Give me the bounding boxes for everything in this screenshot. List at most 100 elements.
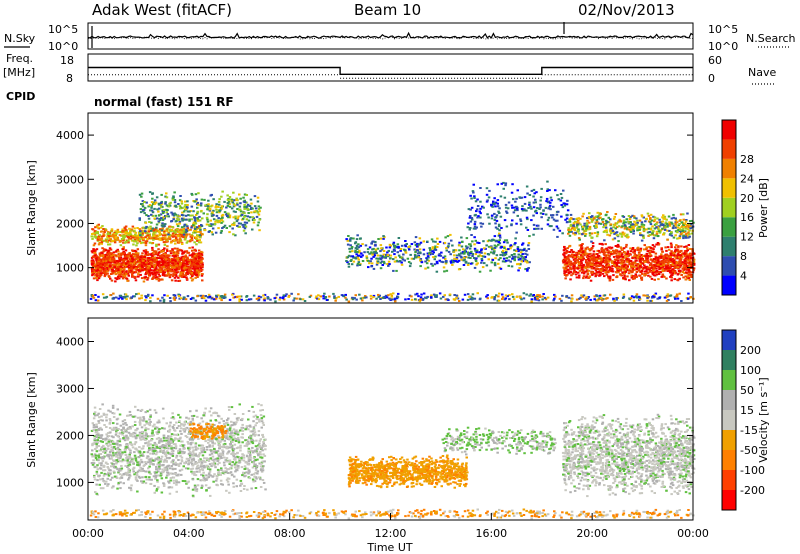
data-cell	[678, 227, 681, 230]
data-cell	[458, 241, 461, 244]
data-cell	[612, 217, 616, 220]
data-cell	[671, 265, 674, 268]
data-cell	[591, 273, 594, 276]
data-cell	[613, 232, 616, 235]
data-cell	[567, 272, 571, 275]
data-cell	[583, 252, 586, 255]
data-cell	[509, 260, 512, 263]
data-cell	[669, 275, 672, 278]
data-cell	[205, 216, 209, 219]
data-cell	[146, 276, 150, 279]
data-cell	[663, 224, 667, 227]
data-cell	[179, 273, 183, 276]
data-cell	[669, 271, 673, 274]
data-cell	[149, 257, 153, 260]
data-cell	[196, 262, 199, 265]
data-cell	[242, 225, 245, 228]
data-cell	[347, 254, 351, 257]
data-cell	[652, 215, 655, 218]
data-cell	[249, 198, 253, 201]
data-cell	[470, 262, 473, 265]
data-cell	[678, 261, 681, 264]
data-cell	[626, 255, 629, 257]
data-cell	[132, 266, 136, 269]
data-cell	[121, 228, 124, 231]
data-cell	[127, 255, 130, 258]
data-cell	[425, 262, 429, 265]
data-cell	[556, 219, 559, 222]
data-cell	[149, 225, 152, 228]
data-cell	[158, 268, 161, 271]
data-cell	[196, 226, 199, 229]
data-cell	[184, 200, 187, 203]
data-cell	[488, 222, 491, 225]
freq-ytick-bottom: 8	[66, 72, 73, 85]
data-cell	[631, 263, 635, 266]
data-cell	[346, 243, 350, 246]
data-cell	[685, 268, 688, 271]
data-cell	[410, 257, 414, 260]
data-cell	[165, 192, 168, 195]
data-cell	[372, 240, 375, 243]
data-cell	[664, 228, 667, 231]
data-cell	[364, 244, 368, 247]
data-cell	[463, 249, 467, 252]
data-cell	[567, 261, 571, 264]
data-cell	[581, 215, 584, 218]
data-cell	[380, 260, 384, 263]
data-cell	[652, 251, 656, 254]
data-cell	[153, 265, 156, 267]
data-cell	[136, 258, 140, 261]
data-cell	[481, 266, 485, 269]
data-cell	[568, 231, 571, 233]
data-cell	[497, 210, 500, 213]
data-cell	[663, 254, 667, 257]
data-cell	[551, 214, 555, 217]
data-cell	[120, 263, 124, 266]
data-cell	[167, 205, 171, 208]
data-cell	[616, 271, 619, 274]
data-cell	[658, 225, 661, 228]
data-cell	[671, 258, 675, 261]
data-cell	[526, 218, 529, 221]
data-cell	[493, 197, 496, 200]
data-cell	[192, 210, 195, 213]
data-cell	[429, 249, 432, 251]
data-cell	[407, 261, 411, 263]
data-cell	[391, 250, 394, 253]
data-cell	[530, 219, 533, 222]
data-cell	[115, 249, 118, 252]
data-cell	[243, 223, 247, 226]
data-cell	[474, 253, 478, 256]
data-cell	[188, 219, 191, 222]
data-cell	[681, 256, 684, 259]
data-cell	[572, 267, 575, 270]
data-cell	[200, 224, 203, 226]
data-cell	[678, 266, 682, 269]
data-cell	[190, 235, 194, 238]
data-cell	[155, 259, 158, 262]
data-cell	[346, 256, 349, 259]
data-cell	[496, 199, 500, 202]
data-cell	[375, 257, 378, 260]
data-cell	[400, 263, 404, 266]
data-cell	[552, 228, 556, 231]
data-cell	[187, 214, 190, 217]
data-cell	[674, 226, 678, 229]
data-cell	[596, 220, 599, 223]
data-cell	[655, 261, 659, 264]
data-cell	[605, 263, 608, 266]
data-cell	[243, 193, 247, 196]
data-cell	[176, 241, 180, 244]
data-cell	[227, 212, 230, 215]
data-cell	[171, 257, 174, 260]
data-cell	[566, 199, 569, 202]
data-cell	[121, 269, 125, 272]
data-cell	[173, 263, 177, 266]
data-cell	[127, 236, 131, 239]
data-cell	[182, 267, 186, 270]
data-cell	[103, 275, 107, 278]
data-cell	[662, 261, 665, 264]
data-cell	[633, 262, 637, 265]
data-cell	[345, 260, 348, 262]
